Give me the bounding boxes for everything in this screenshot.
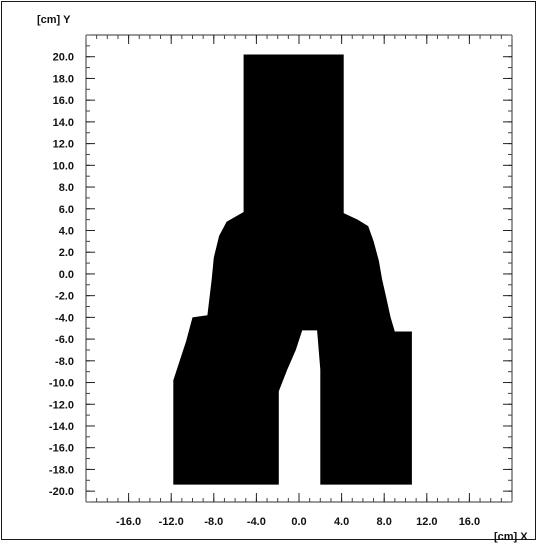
y-tick-label: 6.0 bbox=[59, 204, 74, 216]
x-unit-label: [cm] X bbox=[494, 531, 528, 543]
y-tick-label: 14.0 bbox=[53, 117, 74, 129]
x-tick-label: 8.0 bbox=[377, 516, 392, 528]
y-tick-label: -16.0 bbox=[49, 443, 74, 455]
y-tick-label: 20.0 bbox=[53, 52, 74, 64]
x-tick-label: -4.0 bbox=[247, 516, 266, 528]
y-tick-label: -6.0 bbox=[55, 334, 74, 346]
y-tick-label: -4.0 bbox=[55, 312, 74, 324]
radiation-field-shape bbox=[173, 54, 412, 485]
y-tick-label: -8.0 bbox=[55, 356, 74, 368]
field-layer bbox=[173, 54, 412, 485]
x-tick-label: -12.0 bbox=[159, 516, 184, 528]
y-tick-label: -10.0 bbox=[49, 378, 74, 390]
y-tick-label: -12.0 bbox=[49, 399, 74, 411]
y-tick-label: 2.0 bbox=[59, 247, 74, 259]
y-tick-label: 12.0 bbox=[53, 139, 74, 151]
x-tick-label: 12.0 bbox=[416, 516, 437, 528]
y-unit-label: [cm] Y bbox=[37, 14, 71, 26]
y-tick-label: -2.0 bbox=[55, 291, 74, 303]
y-tick-label: -14.0 bbox=[49, 421, 74, 433]
y-tick-label: 8.0 bbox=[59, 182, 74, 194]
x-tick-label: -16.0 bbox=[116, 516, 141, 528]
y-tick-label: 0.0 bbox=[59, 269, 74, 281]
x-tick-label: 0.0 bbox=[291, 516, 306, 528]
y-tick-label: 10.0 bbox=[53, 160, 74, 172]
x-tick-label: 16.0 bbox=[459, 516, 480, 528]
x-tick-label: 4.0 bbox=[334, 516, 349, 528]
y-tick-label: -18.0 bbox=[49, 464, 74, 476]
y-tick-label: 16.0 bbox=[53, 95, 74, 107]
x-tick-label: -8.0 bbox=[204, 516, 223, 528]
y-tick-label: 18.0 bbox=[53, 73, 74, 85]
y-tick-label: 4.0 bbox=[59, 225, 74, 237]
y-tick-label: -20.0 bbox=[49, 486, 74, 498]
ticks-layer: -16.0 -12.0 -8.0 -4.0 0.0 4.0 8.0 12.0 16.0 20.0 1… bbox=[49, 34, 513, 528]
